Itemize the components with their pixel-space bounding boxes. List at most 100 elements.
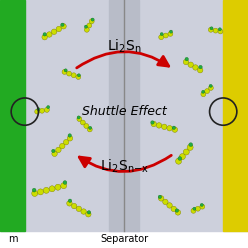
Text: m: m — [8, 234, 17, 244]
FancyArrowPatch shape — [79, 155, 171, 172]
Bar — [0, 231, 248, 248]
Circle shape — [84, 25, 88, 28]
Circle shape — [77, 116, 80, 119]
Circle shape — [199, 65, 202, 69]
Circle shape — [43, 187, 49, 193]
Circle shape — [208, 27, 213, 32]
Circle shape — [200, 204, 205, 209]
Circle shape — [208, 86, 213, 90]
Circle shape — [64, 69, 67, 72]
Circle shape — [63, 181, 67, 185]
Circle shape — [162, 124, 167, 129]
Circle shape — [77, 117, 82, 122]
Circle shape — [47, 106, 50, 109]
Circle shape — [61, 24, 66, 29]
Circle shape — [37, 108, 40, 111]
Circle shape — [56, 147, 61, 153]
Circle shape — [205, 89, 210, 93]
Circle shape — [163, 199, 168, 205]
FancyArrowPatch shape — [77, 52, 169, 68]
Circle shape — [183, 149, 189, 155]
Circle shape — [56, 26, 62, 32]
Circle shape — [156, 123, 162, 128]
Circle shape — [163, 33, 168, 38]
Circle shape — [37, 189, 43, 195]
Circle shape — [187, 144, 193, 150]
Circle shape — [47, 32, 52, 37]
Circle shape — [213, 28, 218, 33]
Circle shape — [160, 32, 163, 36]
Bar — [0, 0, 25, 231]
Circle shape — [178, 156, 182, 160]
Circle shape — [71, 73, 76, 78]
Circle shape — [68, 199, 72, 202]
Circle shape — [167, 125, 172, 131]
Circle shape — [87, 23, 92, 28]
Circle shape — [151, 121, 156, 127]
Circle shape — [172, 127, 178, 132]
Circle shape — [200, 203, 203, 207]
Circle shape — [81, 209, 86, 214]
Text: Shuttle Effect: Shuttle Effect — [82, 105, 166, 118]
Circle shape — [209, 84, 212, 88]
Circle shape — [168, 31, 173, 36]
Circle shape — [169, 30, 173, 33]
Circle shape — [84, 27, 89, 32]
Circle shape — [43, 32, 46, 36]
Circle shape — [76, 74, 81, 79]
Circle shape — [188, 62, 193, 67]
Circle shape — [42, 34, 47, 40]
Circle shape — [67, 71, 72, 76]
Circle shape — [158, 196, 164, 201]
Circle shape — [52, 151, 57, 156]
Circle shape — [67, 201, 72, 206]
Circle shape — [71, 203, 77, 209]
Circle shape — [44, 107, 49, 112]
Circle shape — [218, 29, 223, 34]
Circle shape — [68, 134, 71, 137]
Circle shape — [55, 184, 61, 190]
Circle shape — [67, 136, 73, 141]
Circle shape — [91, 18, 94, 21]
Circle shape — [172, 126, 176, 129]
Circle shape — [62, 69, 67, 74]
Circle shape — [167, 203, 172, 208]
Circle shape — [32, 188, 36, 192]
Circle shape — [60, 143, 65, 149]
Circle shape — [158, 195, 162, 199]
Circle shape — [179, 154, 186, 160]
Circle shape — [176, 158, 182, 164]
Circle shape — [87, 127, 92, 132]
Circle shape — [52, 149, 55, 153]
Circle shape — [87, 211, 91, 214]
Circle shape — [189, 143, 193, 147]
Circle shape — [86, 212, 91, 217]
Circle shape — [89, 19, 94, 24]
Bar — [109, 0, 139, 231]
Bar — [223, 0, 248, 231]
Circle shape — [84, 124, 89, 128]
Circle shape — [202, 90, 205, 93]
Circle shape — [32, 190, 38, 196]
Circle shape — [61, 183, 67, 189]
Circle shape — [175, 209, 179, 212]
Circle shape — [63, 139, 69, 145]
Circle shape — [193, 65, 198, 70]
Circle shape — [171, 206, 177, 212]
Text: Separator: Separator — [100, 234, 148, 244]
Circle shape — [89, 126, 92, 129]
Circle shape — [35, 109, 40, 114]
Circle shape — [77, 74, 80, 77]
Circle shape — [49, 186, 55, 192]
Circle shape — [210, 27, 213, 30]
Circle shape — [185, 57, 188, 61]
Circle shape — [191, 208, 196, 213]
Circle shape — [80, 120, 85, 125]
Circle shape — [193, 207, 196, 210]
Circle shape — [61, 23, 64, 27]
Circle shape — [51, 29, 57, 34]
Circle shape — [40, 108, 44, 113]
Circle shape — [195, 206, 200, 211]
Circle shape — [218, 28, 221, 31]
Circle shape — [175, 210, 181, 215]
